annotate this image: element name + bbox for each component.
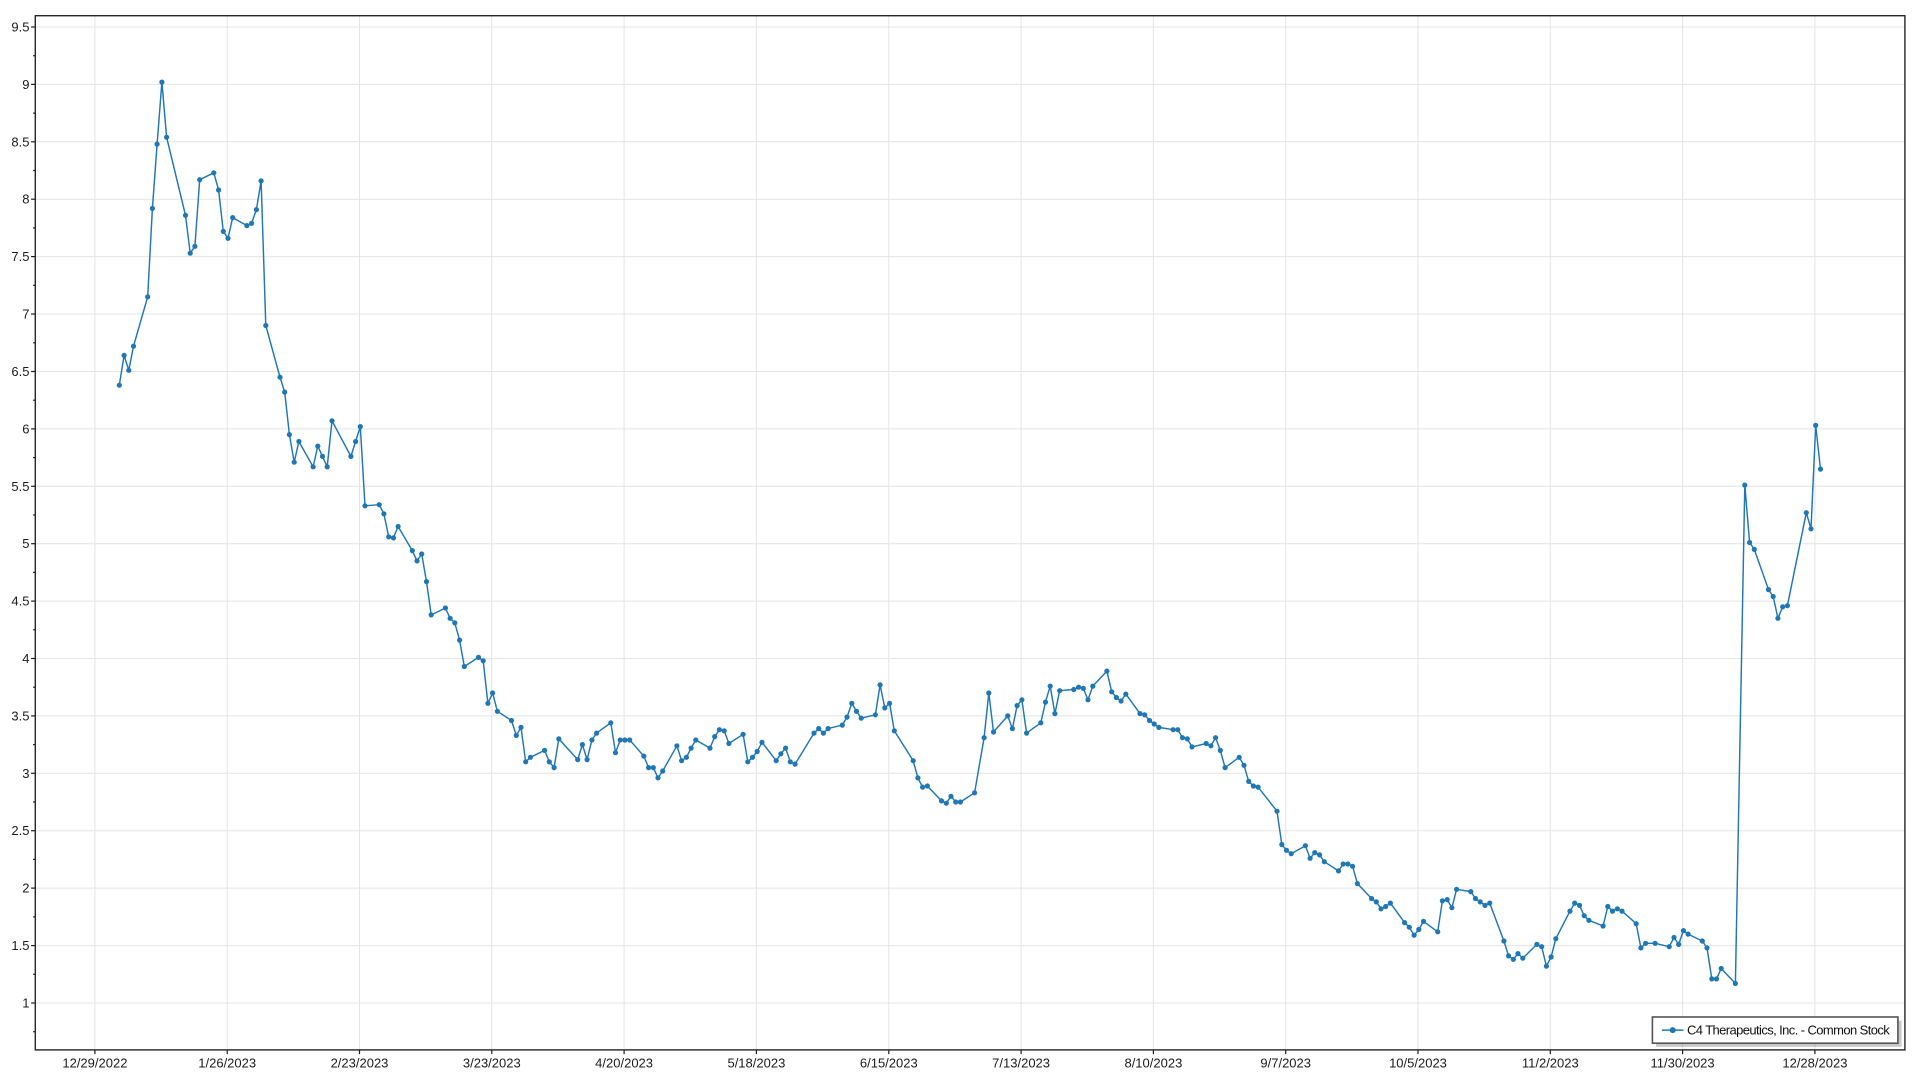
svg-text:1: 1 xyxy=(22,996,29,1011)
svg-text:12/29/2022: 12/29/2022 xyxy=(62,1056,127,1071)
svg-text:6/15/2023: 6/15/2023 xyxy=(860,1056,918,1071)
svg-text:C4 Therapeutics, Inc. - Common: C4 Therapeutics, Inc. - Common Stock xyxy=(1687,1023,1890,1038)
svg-text:5/18/2023: 5/18/2023 xyxy=(727,1056,785,1071)
svg-text:1/26/2023: 1/26/2023 xyxy=(198,1056,256,1071)
svg-text:8: 8 xyxy=(22,192,29,207)
svg-text:5: 5 xyxy=(22,536,29,551)
svg-text:11/2/2023: 11/2/2023 xyxy=(1522,1056,1579,1071)
svg-text:4: 4 xyxy=(22,651,29,666)
svg-text:11/30/2023: 11/30/2023 xyxy=(1651,1056,1715,1071)
svg-text:3.5: 3.5 xyxy=(11,708,29,723)
svg-text:2.5: 2.5 xyxy=(11,823,29,838)
svg-text:7.5: 7.5 xyxy=(11,249,29,264)
svg-text:1.5: 1.5 xyxy=(11,938,29,953)
svg-text:8.5: 8.5 xyxy=(11,134,29,149)
svg-text:10/5/2023: 10/5/2023 xyxy=(1389,1056,1447,1071)
svg-text:2/23/2023: 2/23/2023 xyxy=(331,1056,389,1071)
svg-text:4/20/2023: 4/20/2023 xyxy=(595,1056,653,1071)
svg-text:7: 7 xyxy=(22,307,29,322)
svg-text:9/7/2023: 9/7/2023 xyxy=(1260,1056,1311,1071)
svg-text:7/13/2023: 7/13/2023 xyxy=(992,1056,1050,1071)
svg-text:9.5: 9.5 xyxy=(11,20,29,35)
svg-text:2: 2 xyxy=(22,881,29,896)
svg-text:9: 9 xyxy=(22,77,29,92)
svg-text:8/10/2023: 8/10/2023 xyxy=(1124,1056,1182,1071)
svg-text:6: 6 xyxy=(22,421,29,436)
svg-text:5.5: 5.5 xyxy=(11,479,29,494)
svg-text:6.5: 6.5 xyxy=(11,364,29,379)
svg-text:12/28/2023: 12/28/2023 xyxy=(1782,1056,1847,1071)
svg-text:3/23/2023: 3/23/2023 xyxy=(463,1056,521,1071)
svg-text:3: 3 xyxy=(22,766,29,781)
svg-text:4.5: 4.5 xyxy=(11,594,29,609)
